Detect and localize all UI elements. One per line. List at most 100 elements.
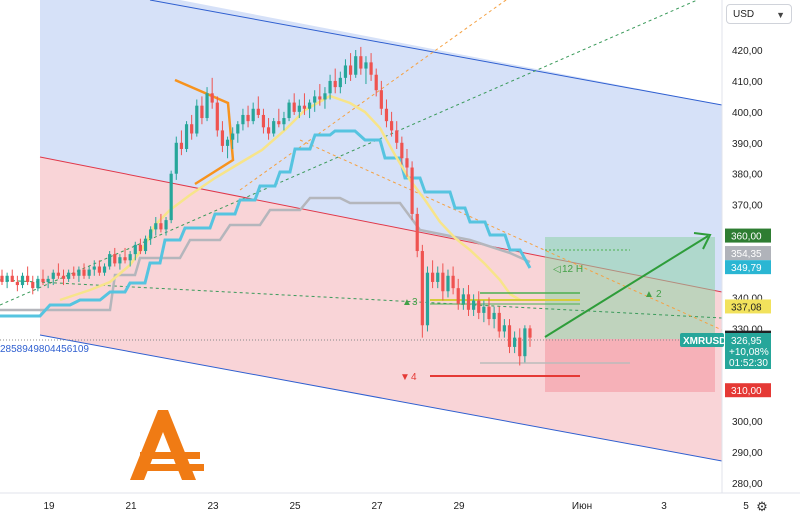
- candle-body: [461, 294, 465, 304]
- price-badge-label: 360,00: [731, 232, 762, 243]
- candle-body: [466, 294, 471, 310]
- annotation-12h-icon: ◁: [553, 264, 561, 275]
- candle-body: [518, 337, 522, 357]
- dashed-trend-green-1: [0, 0, 699, 306]
- last-price-value: 326,95: [731, 336, 762, 347]
- annotation-2: 2: [656, 289, 662, 300]
- price-tick-label: 410,00: [732, 77, 763, 88]
- stop-loss-zone: [545, 339, 715, 392]
- candle-body: [133, 244, 137, 255]
- candle-body: [287, 102, 291, 119]
- candle-body: [67, 272, 71, 279]
- candle-body: [266, 127, 271, 134]
- price-tick-label: 370,00: [732, 201, 763, 212]
- candle-body: [0, 275, 4, 282]
- candle-body: [400, 142, 404, 159]
- price-badge-label: 354,35: [731, 249, 762, 260]
- candle-body: [328, 80, 332, 94]
- candle-body: [51, 272, 55, 279]
- candle-body: [159, 223, 163, 230]
- time-tick-label: 21: [125, 501, 137, 512]
- candle-body: [169, 173, 173, 221]
- candle-body: [128, 254, 132, 261]
- candle-body: [20, 275, 25, 286]
- candle-body: [277, 121, 281, 125]
- candle-body: [451, 275, 455, 289]
- price-tick-label: 420,00: [732, 46, 763, 57]
- candle-body: [502, 325, 506, 332]
- candle-body: [425, 272, 430, 326]
- candle-body: [477, 300, 481, 313]
- price-tick-label: 280,00: [732, 479, 763, 490]
- channel-upper-line: [149, 0, 722, 106]
- candle-body: [195, 105, 199, 134]
- candle-body: [354, 56, 358, 75]
- candle-body: [297, 105, 301, 112]
- candle-body: [318, 96, 322, 100]
- candle-body: [379, 90, 383, 109]
- candle-body: [10, 275, 14, 282]
- dashed-trend-green-2: [0, 279, 722, 319]
- brand-logo: [130, 410, 204, 480]
- candle-body: [441, 272, 445, 292]
- candle-body: [389, 121, 394, 131]
- candle-body: [338, 77, 342, 88]
- candle-body: [410, 167, 414, 214]
- price-badge-label: 337,08: [731, 302, 762, 313]
- price-tick-label: 290,00: [732, 448, 763, 459]
- price-badge-bg: [725, 299, 771, 314]
- candle-body: [200, 105, 204, 119]
- candle-body: [61, 275, 66, 279]
- last-price-countdown: 01:52:30: [729, 358, 768, 369]
- time-tick-label: 23: [207, 501, 219, 512]
- price-tick-label: 340,00: [732, 293, 763, 304]
- currency-selector[interactable]: USD ▼: [726, 4, 792, 24]
- green-arrow-head: [693, 232, 712, 250]
- candle-body: [143, 238, 148, 252]
- candle-body: [246, 114, 250, 122]
- time-tick-label: 5: [743, 501, 749, 512]
- left-value-label: 2858949804456109: [0, 344, 89, 355]
- candle-body: [487, 306, 491, 320]
- annotation-3: 3: [412, 297, 418, 308]
- annotation-4: 4: [411, 372, 417, 383]
- annotation-4-icon: ▼: [400, 372, 410, 383]
- candle-body: [528, 328, 532, 338]
- candle-body: [123, 257, 127, 261]
- price-badge-bg: [725, 383, 771, 398]
- candle-body: [292, 102, 296, 112]
- candle-body: [456, 288, 460, 304]
- candle-body: [154, 223, 158, 230]
- candle-body: [374, 74, 378, 91]
- price-badge-bg: [725, 228, 771, 243]
- price-tick-label: 390,00: [732, 139, 763, 150]
- candle-body: [482, 306, 486, 313]
- candle-body: [415, 213, 419, 252]
- candle-body: [205, 93, 209, 119]
- candle-body: [46, 278, 50, 282]
- annotation-12h: 12 H: [562, 264, 583, 275]
- green-arrow-line: [544, 235, 709, 338]
- candle-body: [507, 325, 512, 347]
- last-price-badge: XMRUSD 326,95 +10,08% 01:52:30: [680, 333, 771, 369]
- candle-body: [31, 281, 35, 289]
- candle-body: [405, 158, 409, 168]
- candle-body: [225, 139, 230, 146]
- gear-icon[interactable]: ⚙: [756, 499, 768, 514]
- time-axis[interactable]: 19 21 23 25 27 29 Июн 3 5: [43, 501, 749, 512]
- dashed-trend-orange-2: [299, 139, 722, 331]
- candle-body: [348, 65, 353, 75]
- candle-body: [302, 105, 307, 109]
- candle-body: [87, 269, 91, 276]
- price-badge-bg: [725, 260, 771, 275]
- candle-body: [307, 102, 312, 109]
- price-tick-label: 380,00: [732, 170, 763, 181]
- candle-body: [436, 272, 440, 282]
- candle-body: [497, 312, 501, 332]
- channel-lower-line: [39, 334, 722, 462]
- candle-body: [5, 275, 9, 282]
- time-tick-label: 19: [43, 501, 55, 512]
- candle-body: [420, 251, 424, 326]
- currency-label: USD: [733, 9, 755, 20]
